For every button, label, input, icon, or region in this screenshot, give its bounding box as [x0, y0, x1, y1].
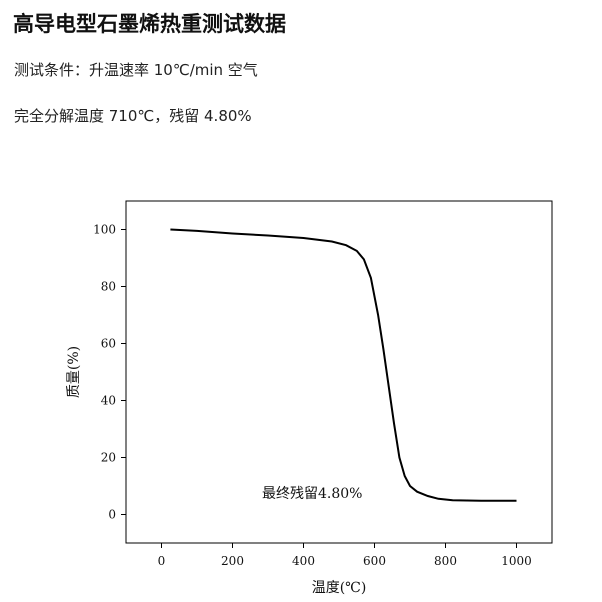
plot-frame [125, 200, 553, 544]
result-summary-text: 完全分解温度 710℃，残留 4.80% [14, 107, 252, 125]
x-axis-ticks: 0 200 400 600 800 1000 [158, 543, 532, 568]
y-tick-label: 80 [101, 280, 116, 294]
test-condition-text: 测试条件：升温速率 10℃/min 空气 [14, 61, 258, 79]
y-tick-label: 20 [101, 451, 116, 465]
y-axis-title: 质量(%) [66, 346, 82, 398]
residue-annotation: 最终残留4.80% [262, 486, 362, 502]
x-tick-label: 0 [158, 554, 166, 568]
x-tick-label: 200 [221, 554, 244, 568]
y-tick-label: 0 [108, 508, 116, 522]
y-axis-ticks: 0 20 40 60 80 100 [93, 223, 126, 522]
y-tick-label: 40 [101, 394, 116, 408]
y-tick-label: 60 [101, 337, 116, 351]
y-tick-label: 100 [93, 223, 116, 237]
x-tick-label: 600 [363, 554, 386, 568]
x-tick-label: 400 [292, 554, 315, 568]
page-title: 高导电型石墨烯热重测试数据 [13, 12, 286, 36]
x-tick-label: 1000 [501, 554, 532, 568]
x-axis-title: 温度(℃) [312, 580, 367, 596]
x-tick-label: 800 [434, 554, 457, 568]
mass-loss-curve [170, 228, 517, 502]
